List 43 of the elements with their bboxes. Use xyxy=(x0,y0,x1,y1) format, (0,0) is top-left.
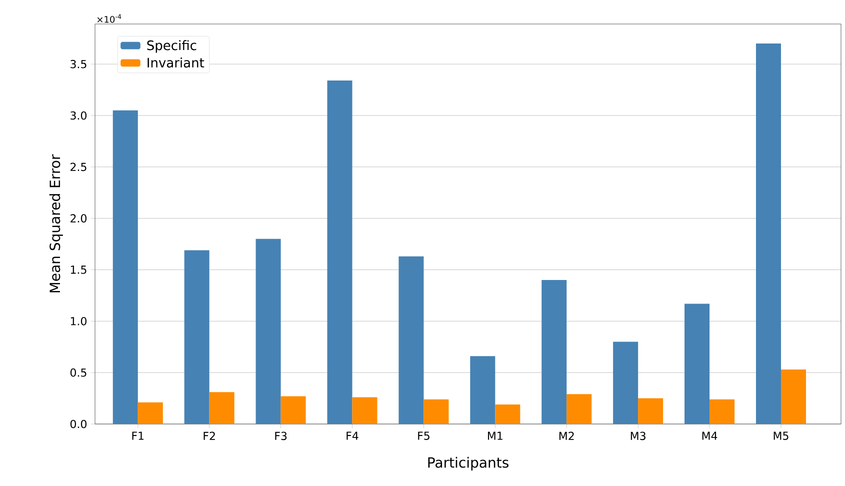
y-tick-label: 2.0 xyxy=(70,214,86,222)
y-tick-label: 0.0 xyxy=(70,420,86,428)
bar xyxy=(756,44,781,424)
y-tick-label: 3.0 xyxy=(70,111,86,120)
x-tick-label: M3 xyxy=(630,432,646,440)
y-tick-label: 2.5 xyxy=(70,162,86,172)
bar xyxy=(138,402,163,424)
x-tick-label: F5 xyxy=(418,432,430,440)
bar xyxy=(780,370,806,424)
bar xyxy=(352,397,378,424)
bar xyxy=(256,238,281,424)
y-tick-label: 1.0 xyxy=(70,317,86,326)
x-tick-label: M4 xyxy=(702,432,718,440)
x-axis-title: Participants xyxy=(428,456,508,470)
y-tick-label: 3.5 xyxy=(70,60,86,68)
bar xyxy=(327,80,352,424)
y-tick-label: 1.5 xyxy=(70,266,86,274)
bar xyxy=(424,399,449,424)
bar xyxy=(542,280,567,424)
y-axis-title: Mean Squared Error xyxy=(49,154,63,292)
x-tick-label: F2 xyxy=(204,432,215,440)
bar xyxy=(638,398,664,424)
bar xyxy=(684,304,710,424)
bar xyxy=(613,342,638,424)
bar xyxy=(495,404,520,424)
bar xyxy=(280,396,306,424)
x-tick-label: F3 xyxy=(275,432,287,440)
bar xyxy=(209,392,234,424)
x-tick-label: M2 xyxy=(559,432,574,440)
bar xyxy=(112,110,138,424)
bar xyxy=(398,256,424,424)
legend-label: Specific xyxy=(147,40,196,53)
x-tick-label: F4 xyxy=(346,432,358,440)
bar xyxy=(184,250,210,424)
x-tick-label: M5 xyxy=(774,432,788,440)
legend-label: Invariant xyxy=(148,58,204,68)
bar xyxy=(710,399,735,424)
bar xyxy=(566,394,592,424)
y-tick-label: 0.5 xyxy=(70,368,86,377)
bar xyxy=(470,356,496,424)
x-tick-label: M1 xyxy=(488,432,502,440)
x-tick-label: F1 xyxy=(132,432,144,440)
text: ×10$^{-4}$ xyxy=(97,14,122,23)
